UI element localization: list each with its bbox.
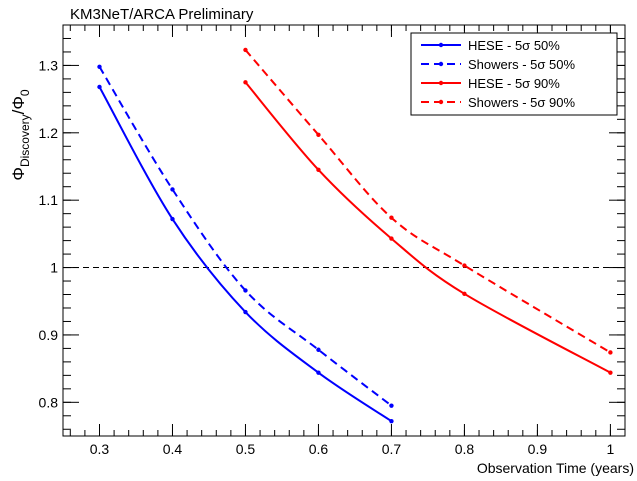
series-line-1 (98, 66, 393, 407)
series-point-1 (243, 288, 248, 293)
legend-label-1: Showers - 5σ 50% (468, 57, 575, 72)
x-tick-label: 0.3 (90, 441, 110, 457)
legend-label-2: HESE - 5σ 90% (468, 76, 560, 91)
chart-title: KM3NeT/ARCA Preliminary (70, 6, 254, 23)
plot-frame (62, 24, 626, 437)
y-tick-label: 0.9 (39, 327, 59, 343)
y-tick-label: 1.3 (39, 57, 59, 73)
series-point-2 (316, 167, 321, 173)
x-tick-label: 0.4 (163, 441, 183, 457)
series-point-1 (97, 64, 102, 69)
y-axis-label-sub2: 0 (18, 89, 32, 96)
series-point-2 (608, 370, 613, 375)
y-tick-label: 1.2 (39, 125, 59, 141)
series-point-2 (389, 236, 394, 241)
series-point-2 (462, 291, 467, 297)
series-point-1 (389, 403, 394, 408)
y-tick-label: 1.1 (39, 192, 59, 208)
series-point-3 (608, 350, 613, 355)
series-point-0 (389, 418, 394, 424)
legend-box (410, 32, 618, 116)
x-tick-label: 0.5 (236, 441, 256, 457)
x-tick-label: 1 (607, 441, 615, 457)
x-tick-label: 0.6 (309, 441, 329, 457)
series-point-1 (170, 187, 175, 192)
series-point-2 (243, 80, 248, 85)
x-tick-label: 0.9 (528, 441, 548, 457)
series-point-3 (243, 47, 248, 53)
series-line-0 (98, 86, 392, 423)
y-tick-label: 0.8 (39, 394, 59, 410)
series-point-0 (97, 84, 102, 90)
x-tick-label: 0.8 (455, 441, 475, 457)
y-axis-label-sub: Discovery (18, 114, 32, 167)
legend-marker-1 (438, 61, 444, 67)
series-point-3 (389, 215, 394, 220)
y-axis-label-phi: Φ (9, 167, 28, 181)
legend-label-0: HESE - 5σ 50% (468, 38, 560, 53)
y-tick-label: 1 (50, 260, 58, 276)
series-point-1 (316, 347, 321, 352)
series-line-2 (244, 81, 611, 374)
series-point-0 (170, 216, 175, 222)
legend-label-3: Showers - 5σ 90% (468, 95, 575, 110)
series-point-0 (316, 370, 321, 375)
series-point-0 (243, 309, 248, 315)
legend-marker-0 (438, 42, 444, 48)
series-point-3 (462, 263, 467, 268)
legend-marker-3 (438, 99, 444, 105)
legend: HESE - 5σ 50% Showers - 5σ 50% HESE - 5σ 9… (410, 32, 618, 116)
y-axis-label: ΦDiscovery/Φ0 (9, 89, 32, 181)
x-tick-label: 0.7 (382, 441, 402, 457)
plot-area: 0.3 0.4 0.5 0.6 0.7 0.8 0.9 1 0.8 0.9 1 1.1 1.2 1.3 (39, 24, 626, 457)
x-axis-label: Observation Time (years) (477, 460, 634, 476)
legend-marker-2 (438, 80, 444, 86)
y-axis-label-slash: /Φ (9, 96, 28, 114)
series-point-3 (316, 132, 321, 138)
